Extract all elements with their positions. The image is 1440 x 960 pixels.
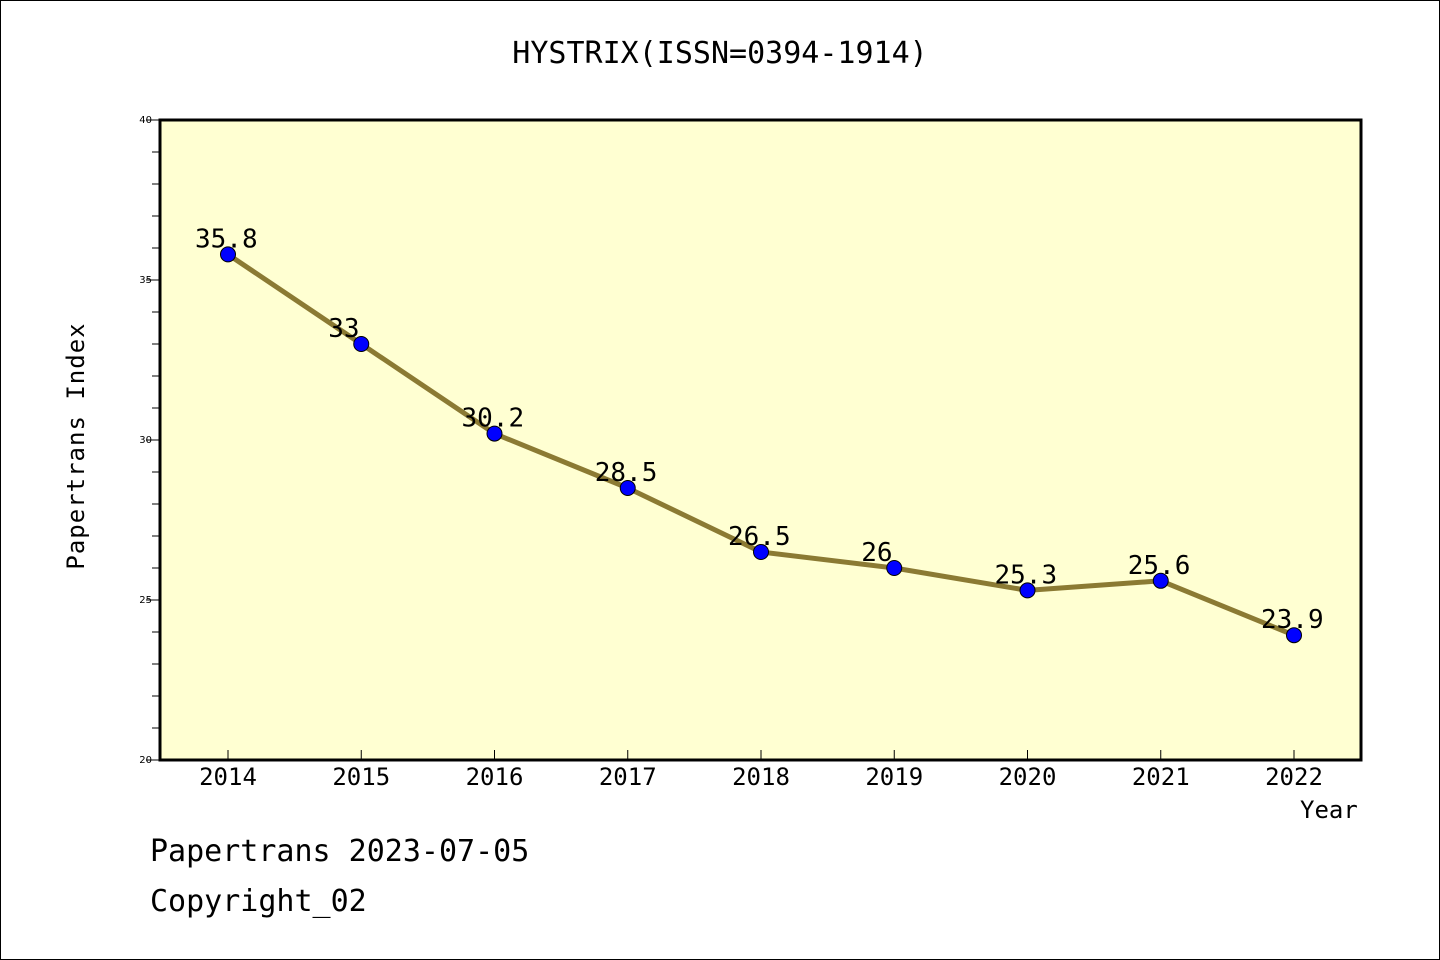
data-label: 30.2	[462, 404, 525, 434]
data-point	[753, 544, 769, 560]
data-point	[619, 480, 636, 496]
y-tick-label: 40	[139, 115, 152, 126]
y-tick-label: 25	[139, 595, 152, 606]
data-labels: 35.8 33 30.2 28.5 26.5 26 25.3 25.6 23.9	[195, 224, 1324, 635]
data-label: 25.6	[1128, 551, 1191, 581]
x-tick-label: 2020	[999, 763, 1057, 791]
x-tick-label: 2022	[1265, 763, 1323, 791]
data-point	[1152, 572, 1169, 589]
data-point	[486, 425, 503, 442]
data-point	[886, 560, 903, 576]
y-tick-label: 30	[139, 435, 152, 446]
data-point	[1019, 582, 1036, 599]
data-label: 35.8	[195, 224, 258, 254]
plot-border	[158, 118, 1363, 762]
data-points	[220, 246, 1302, 644]
x-tick-label: 2018	[732, 763, 790, 791]
x-tick-label: 2021	[1132, 763, 1190, 791]
footer-date: Papertrans 2023-07-05	[150, 834, 530, 869]
plot-area	[160, 120, 1361, 760]
data-label: 28.5	[595, 458, 658, 488]
x-tick-label: 2016	[466, 763, 524, 791]
x-tick-label: 2017	[599, 763, 657, 791]
y-tick-label: 20	[139, 755, 152, 766]
data-label: 25.3	[995, 560, 1058, 590]
data-label: 26	[861, 538, 892, 568]
x-tick-label: 2014	[199, 763, 257, 791]
x-axis: 2014 2015 2016 2017 2018 2019 2020 2021 2022	[199, 750, 1323, 791]
data-point	[220, 246, 236, 263]
chart-title: HYSTRIX(ISSN=0394-1914)	[512, 36, 928, 71]
footer-copyright: Copyright_02	[150, 884, 367, 919]
data-label: 23.9	[1261, 605, 1324, 635]
x-tick-label: 2015	[332, 763, 390, 791]
y-tick-label: 35	[139, 275, 152, 286]
y-axis: 20 25 30 35 40	[139, 115, 160, 766]
data-label: 33	[328, 314, 359, 344]
data-point	[1286, 627, 1302, 644]
data-point	[353, 336, 370, 352]
data-label: 26.5	[728, 522, 791, 552]
x-axis-label: Year	[1300, 796, 1358, 824]
x-tick-label: 2019	[865, 763, 923, 791]
